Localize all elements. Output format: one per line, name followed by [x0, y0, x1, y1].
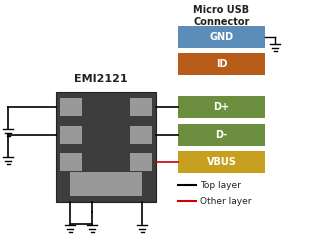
Text: EMI2121: EMI2121 — [74, 74, 128, 84]
Text: VBUS: VBUS — [207, 157, 237, 167]
Bar — [130, 126, 152, 144]
Bar — [178, 53, 265, 75]
Bar — [70, 172, 142, 196]
Bar — [178, 96, 265, 118]
Text: GND: GND — [209, 32, 233, 42]
Bar — [178, 124, 265, 146]
Bar — [130, 98, 152, 116]
Bar — [178, 26, 265, 48]
Bar — [60, 126, 82, 144]
Text: ID: ID — [216, 59, 227, 69]
Text: D+: D+ — [214, 102, 230, 112]
Text: D-: D- — [215, 130, 227, 140]
Text: Micro USB
Connector: Micro USB Connector — [193, 5, 250, 26]
Bar — [178, 151, 265, 173]
Text: Top layer: Top layer — [200, 180, 241, 190]
Bar — [60, 153, 82, 171]
Bar — [56, 92, 156, 202]
Bar — [130, 153, 152, 171]
Bar — [60, 98, 82, 116]
Text: Other layer: Other layer — [200, 196, 251, 205]
